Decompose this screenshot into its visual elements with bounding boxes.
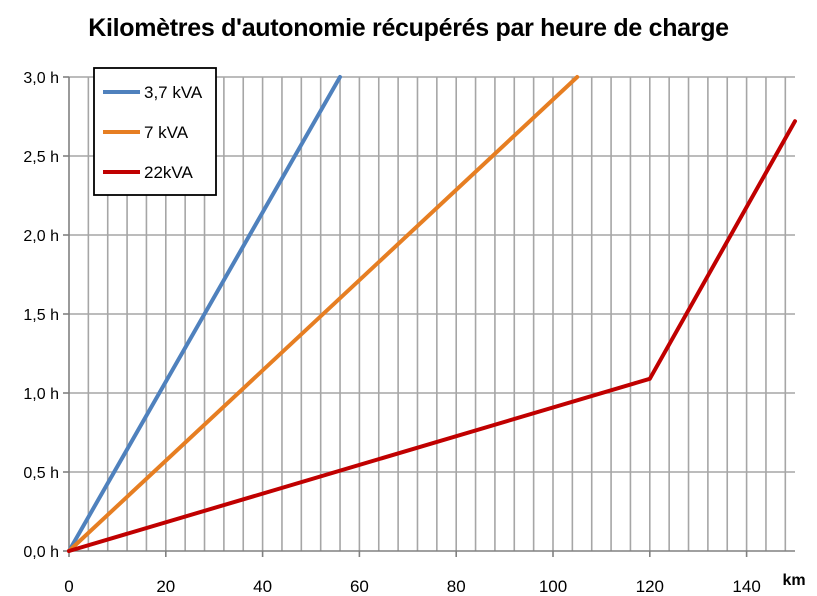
legend: 3,7 kVA 7 kVA 22kVA bbox=[93, 67, 217, 196]
legend-label: 3,7 kVA bbox=[144, 83, 203, 102]
y-tick-label: 2,0 h bbox=[23, 228, 59, 245]
x-tick-label: 140 bbox=[732, 577, 760, 596]
x-tick-label: 20 bbox=[156, 577, 175, 596]
axes bbox=[63, 76, 795, 557]
legend-label: 22kVA bbox=[144, 163, 193, 182]
y-tick-label: 3,0 h bbox=[23, 70, 59, 87]
x-tick-label: 60 bbox=[350, 577, 369, 596]
y-tick-label: 1,0 h bbox=[23, 386, 59, 403]
chart-title: Kilomètres d'autonomie récupérés par heu… bbox=[88, 14, 729, 42]
series-lines bbox=[67, 75, 797, 553]
x-axis-label: km bbox=[782, 572, 805, 589]
series-line bbox=[67, 75, 580, 553]
x-tick-label: 100 bbox=[539, 577, 567, 596]
y-tick-label: 0,5 h bbox=[23, 465, 59, 482]
tick-labels: 0,0 h 0,5 h 1,0 h 1,5 h 2,0 h 2,5 h 3,0 h 0 20 40… bbox=[23, 70, 805, 596]
series-line bbox=[67, 75, 342, 553]
series-line bbox=[67, 119, 797, 553]
y-tick-label: 1,5 h bbox=[23, 307, 59, 324]
y-tick-label: 0,0 h bbox=[23, 544, 59, 561]
legend-label: 7 kVA bbox=[144, 123, 189, 142]
y-tick-label: 2,5 h bbox=[23, 149, 59, 166]
x-tick-label: 120 bbox=[636, 577, 664, 596]
x-tick-label: 0 bbox=[64, 577, 73, 596]
x-tick-label: 40 bbox=[253, 577, 272, 596]
x-tick-label: 80 bbox=[447, 577, 466, 596]
